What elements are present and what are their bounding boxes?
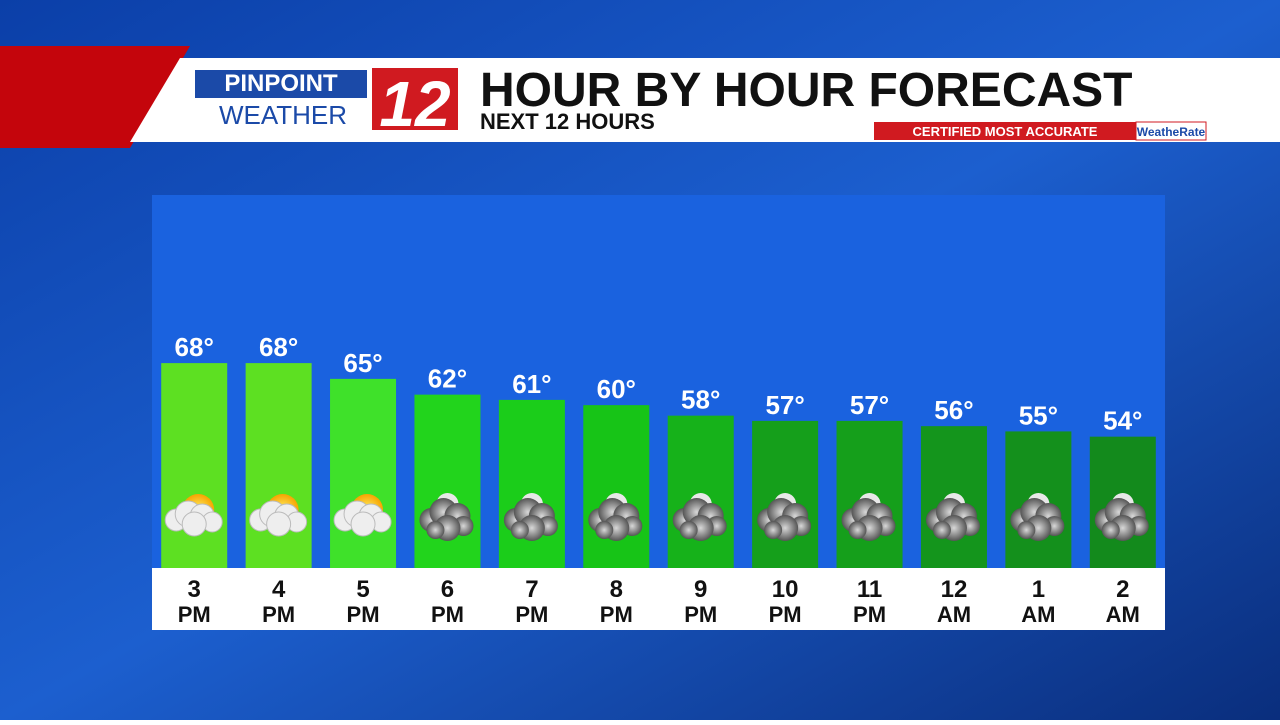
- x-tick-label: 5 PM: [347, 576, 380, 627]
- cloud-puff: [764, 521, 783, 539]
- x-tick-label: 7 PM: [515, 576, 548, 627]
- x-tick-label: 4 PM: [262, 576, 295, 627]
- bar: [498, 399, 565, 568]
- badge-box: [874, 122, 1136, 140]
- value-label: 61°: [512, 369, 551, 399]
- weather-icon: [757, 493, 812, 541]
- badge: CERTIFIED MOST ACCURATE: [913, 124, 1098, 139]
- weather-icon: [925, 493, 980, 541]
- weather-icon: [588, 493, 643, 541]
- weather-icon: [1010, 493, 1065, 541]
- bar: [161, 363, 228, 568]
- x-tick-label: 10 PM: [769, 576, 802, 627]
- weather-icon: [333, 494, 392, 537]
- x-tick-label: 12 AM: [937, 576, 971, 627]
- brand-top: PINPOINT: [224, 70, 338, 97]
- label-strip: [152, 568, 1165, 630]
- cloud-puff: [595, 521, 614, 539]
- value-label: 62°: [428, 364, 467, 394]
- bar: [414, 394, 481, 568]
- value-label: 60°: [597, 374, 636, 404]
- badge-brand-box: [1135, 121, 1207, 141]
- weather-icon: [419, 493, 474, 541]
- cloud-puff: [181, 511, 207, 537]
- cloud-puff: [679, 521, 698, 539]
- value-label: 55°: [1019, 400, 1058, 430]
- cloud-puff: [932, 521, 951, 539]
- bar: [330, 378, 397, 568]
- cloud-puff: [510, 521, 529, 539]
- weather-icon: [1094, 493, 1149, 541]
- subtitle: NEXT 12 HOURS: [480, 109, 655, 134]
- bar: [245, 363, 312, 568]
- value-label: 57°: [765, 390, 804, 420]
- weather-icon: [249, 494, 308, 537]
- weather-icon: [672, 493, 727, 541]
- x-tick-label: 3 PM: [178, 576, 211, 627]
- x-tick-label: 11 PM: [853, 576, 886, 627]
- value-label: 68°: [259, 332, 298, 362]
- value-label: 54°: [1103, 406, 1142, 436]
- value-label: 57°: [850, 390, 889, 420]
- x-tick-label: 1 AM: [1021, 576, 1055, 627]
- title: HOUR BY HOUR FORECAST: [480, 64, 1132, 117]
- cloud-puff: [1017, 521, 1036, 539]
- bar: [667, 415, 734, 568]
- x-tick-label: 6 PM: [431, 576, 464, 627]
- cloud-puff: [848, 521, 867, 539]
- value-label: 68°: [175, 332, 214, 362]
- bar: [583, 405, 650, 568]
- weather-icon: [503, 493, 558, 541]
- value-label: 65°: [343, 348, 382, 378]
- channel: 12: [379, 68, 450, 140]
- value-label: 56°: [934, 395, 973, 425]
- x-tick-label: 9 PM: [684, 576, 717, 627]
- weather-icon: [164, 494, 223, 537]
- cloud-puff: [266, 511, 292, 537]
- badge-brand: WeatheRate: [1137, 125, 1206, 139]
- weather-icon: [841, 493, 896, 541]
- plot-area: [152, 195, 1165, 568]
- x-tick-label: 2 AM: [1106, 576, 1140, 627]
- brand-bottom: WEATHER: [219, 100, 347, 130]
- x-tick-label: 8 PM: [600, 576, 633, 627]
- cloud-puff: [350, 511, 376, 537]
- cloud-puff: [426, 521, 445, 539]
- cloud-puff: [1101, 521, 1120, 539]
- value-label: 58°: [681, 385, 720, 415]
- brand-box: [195, 70, 367, 98]
- channel-box: [372, 68, 458, 130]
